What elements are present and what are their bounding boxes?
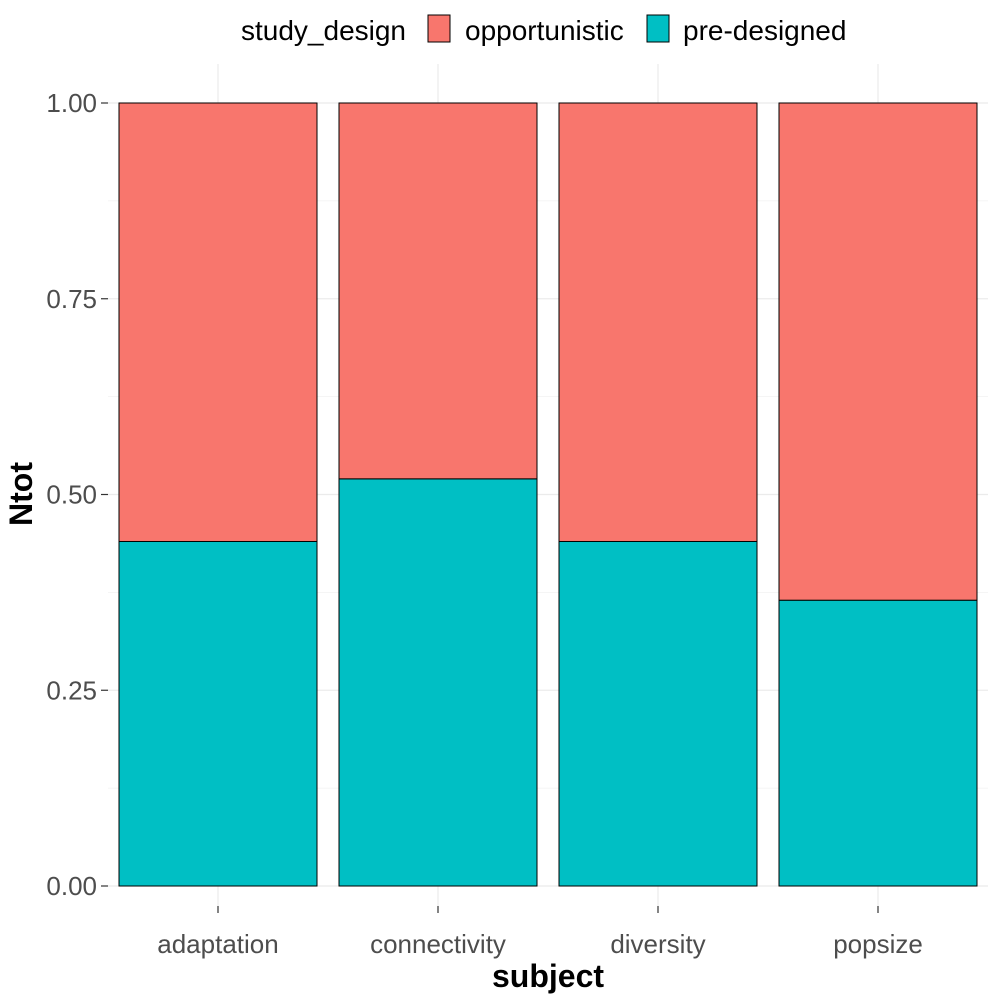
x-axis-title: subject bbox=[492, 958, 604, 994]
legend-swatch-opportunistic bbox=[427, 14, 451, 43]
legend-swatch-pre-designed bbox=[646, 14, 670, 43]
y-tick-label: 0.25 bbox=[46, 675, 97, 705]
legend-label-opportunistic: opportunistic bbox=[465, 15, 624, 46]
y-tick-label: 1.00 bbox=[46, 88, 97, 118]
bar-adaptation-opportunistic bbox=[118, 102, 318, 542]
bar-diversity-opportunistic bbox=[558, 102, 758, 542]
y-tick-label: 0.00 bbox=[46, 871, 97, 901]
y-tick-label: 0.50 bbox=[46, 480, 97, 510]
legend-label-pre-designed: pre-designed bbox=[683, 15, 846, 46]
legend: study_design opportunistic pre-designed bbox=[241, 14, 846, 46]
x-tick-label: popsize bbox=[833, 929, 923, 959]
bar-connectivity-pre-designed bbox=[338, 478, 538, 887]
x-tick-label: diversity bbox=[610, 929, 705, 959]
bar-adaptation-pre-designed bbox=[118, 540, 318, 887]
bar-popsize-opportunistic bbox=[778, 102, 978, 601]
y-tick-label: 0.75 bbox=[46, 284, 97, 314]
x-tick-label: adaptation bbox=[157, 929, 278, 959]
axes: 0.00 0.25 0.50 0.75 1.00 adaptation connectivi… bbox=[46, 88, 922, 959]
bar-popsize-pre-designed bbox=[778, 599, 978, 887]
legend-title: study_design bbox=[241, 15, 406, 46]
bar-diversity-pre-designed bbox=[558, 540, 758, 887]
y-axis-title: Ntot bbox=[3, 462, 39, 526]
x-tick-label: connectivity bbox=[370, 929, 506, 959]
bar-connectivity-opportunistic bbox=[338, 102, 538, 480]
bars bbox=[118, 102, 978, 887]
